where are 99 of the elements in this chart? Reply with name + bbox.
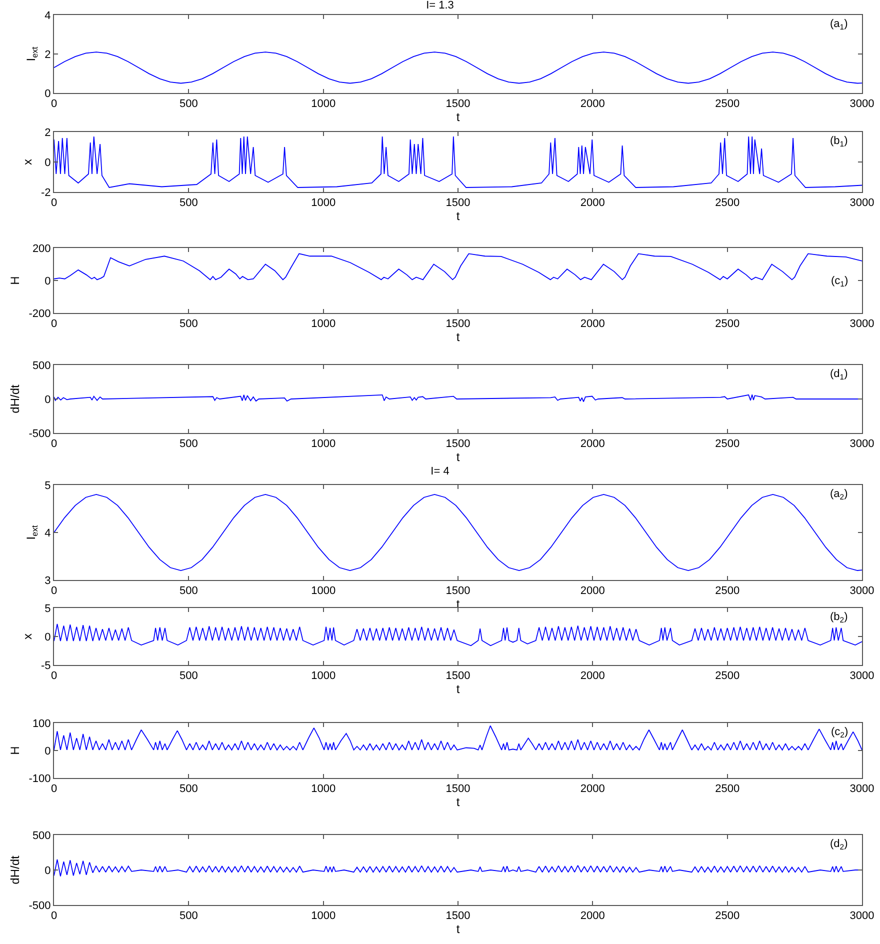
x-tick-label: 2500 bbox=[715, 670, 740, 682]
x-tick-label: 1500 bbox=[446, 98, 470, 110]
x-axis-title: t bbox=[456, 450, 460, 464]
x-axis-title: t bbox=[456, 209, 460, 224]
x-tick-label: 2000 bbox=[580, 910, 605, 922]
y-tick-label: -100 bbox=[28, 772, 51, 785]
x-tick-label: 3000 bbox=[850, 318, 874, 330]
x-tick-label: 2500 bbox=[715, 197, 740, 210]
x-tick-label: 500 bbox=[179, 670, 198, 682]
x-tick-label: 2000 bbox=[580, 197, 605, 210]
y-tick-label: 500 bbox=[32, 830, 51, 842]
y-tick-label: 4 bbox=[44, 527, 51, 540]
x-tick-label: 500 bbox=[179, 438, 198, 450]
x-axis-title: t bbox=[456, 922, 460, 936]
x-tick-label: 2500 bbox=[715, 438, 740, 450]
y-tick-label: -200 bbox=[28, 308, 51, 320]
x-tick-label: 3000 bbox=[850, 197, 874, 210]
y-tick-label: 200 bbox=[32, 242, 51, 255]
x-tick-label: 2000 bbox=[580, 318, 605, 330]
y-tick-label: 0 bbox=[44, 88, 51, 100]
annotation: (d$_{2}$) bbox=[830, 838, 848, 852]
x-tick-label: 2500 bbox=[715, 318, 740, 330]
x-axis-title: t bbox=[456, 110, 460, 124]
x-tick-label: 500 bbox=[179, 910, 198, 922]
x-tick-label: 1500 bbox=[446, 438, 470, 450]
y-tick-label: 0 bbox=[44, 394, 51, 406]
x-tick-label: 3000 bbox=[850, 438, 874, 450]
y-tick-label: -2 bbox=[41, 186, 51, 199]
x-tick-label: 2500 bbox=[715, 585, 740, 598]
x-tick-label: 1000 bbox=[311, 910, 336, 922]
x-tick-label: 500 bbox=[179, 585, 198, 598]
x-tick-label: 3000 bbox=[850, 98, 874, 110]
y-tick-label: 4 bbox=[44, 10, 51, 22]
annotation: (d$_{1}$) bbox=[830, 368, 848, 382]
x-tick-label: 1000 bbox=[311, 98, 336, 110]
annotation: (b$_{1}$) bbox=[830, 135, 848, 148]
x-tick-label: 1500 bbox=[446, 670, 470, 682]
y-tick-label: 2 bbox=[44, 48, 51, 61]
annotation: (c$_{1}$) bbox=[831, 275, 848, 288]
y-tick-label: 500 bbox=[32, 360, 51, 372]
x-axis-title: t bbox=[456, 330, 460, 344]
y-axis-title: H bbox=[8, 276, 22, 285]
x-tick-label: 1000 bbox=[311, 318, 336, 330]
y-tick-label: -5 bbox=[41, 660, 51, 672]
annotation: (c$_{2}$) bbox=[831, 726, 848, 740]
x-tick-label: 1000 bbox=[311, 670, 336, 682]
line-series bbox=[54, 52, 862, 84]
x-tick-label: 2000 bbox=[580, 783, 605, 796]
x-tick-label: 1000 bbox=[311, 783, 336, 796]
x-axis-title: t bbox=[456, 682, 460, 696]
x-tick-label: 1000 bbox=[311, 438, 336, 450]
x-tick-label: 2000 bbox=[580, 98, 605, 110]
line-series bbox=[54, 725, 862, 750]
y-tick-label: 0 bbox=[44, 631, 51, 644]
y-axis-title: dH/dt bbox=[8, 384, 22, 414]
chart-title: I= 1.3 bbox=[426, 0, 454, 12]
x-tick-label: 1000 bbox=[311, 197, 336, 210]
x-tick-label: 2000 bbox=[580, 670, 605, 682]
x-tick-label: 500 bbox=[179, 197, 198, 210]
x-tick-label: 2500 bbox=[715, 98, 740, 110]
x-tick-label: 1500 bbox=[446, 318, 470, 330]
x-tick-label: 1500 bbox=[446, 585, 470, 598]
x-tick-label: 500 bbox=[179, 318, 198, 330]
annotation: (b$_{2}$) bbox=[830, 611, 848, 624]
y-tick-label: 0 bbox=[44, 156, 51, 169]
y-axis-title: dH/dt bbox=[8, 854, 22, 884]
x-tick-label: 2500 bbox=[715, 783, 740, 796]
y-axis-title: H bbox=[8, 746, 22, 755]
y-tick-label: 3 bbox=[44, 574, 51, 587]
annotation: (a$_{2}$) bbox=[830, 488, 848, 502]
y-tick-label: 100 bbox=[32, 718, 51, 730]
x-tick-label: 3000 bbox=[850, 910, 874, 922]
x-tick-label: 2000 bbox=[580, 438, 605, 450]
x-tick-label: 3000 bbox=[850, 783, 874, 796]
chart-title: I= 4 bbox=[430, 465, 450, 478]
y-tick-label: 2 bbox=[44, 126, 51, 139]
x-tick-label: 1500 bbox=[446, 910, 470, 922]
x-tick-label: 1000 bbox=[311, 585, 336, 598]
x-tick-label: 2000 bbox=[580, 585, 605, 598]
line-series bbox=[54, 136, 862, 188]
y-tick-label: -500 bbox=[28, 900, 51, 912]
x-tick-label: 500 bbox=[179, 98, 198, 110]
y-tick-label: 0 bbox=[44, 864, 51, 877]
x-tick-label: 3000 bbox=[850, 585, 874, 598]
x-tick-label: 2500 bbox=[715, 910, 740, 922]
x-tick-label: 3000 bbox=[850, 670, 874, 682]
x-axis-title: t bbox=[456, 795, 460, 810]
x-tick-label: 1500 bbox=[446, 197, 470, 210]
y-axis-title: x bbox=[20, 159, 34, 165]
annotation: (a$_{1}$) bbox=[830, 18, 848, 32]
y-tick-label: 5 bbox=[44, 602, 51, 615]
y-axis-title: x bbox=[20, 634, 34, 640]
y-tick-label: -500 bbox=[28, 428, 51, 440]
y-tick-label: 0 bbox=[44, 275, 51, 288]
x-tick-label: 500 bbox=[179, 783, 198, 796]
y-tick-label: 0 bbox=[44, 745, 51, 758]
x-tick-label: 1500 bbox=[446, 783, 470, 796]
y-tick-label: 5 bbox=[44, 480, 51, 492]
line-series bbox=[54, 624, 862, 646]
